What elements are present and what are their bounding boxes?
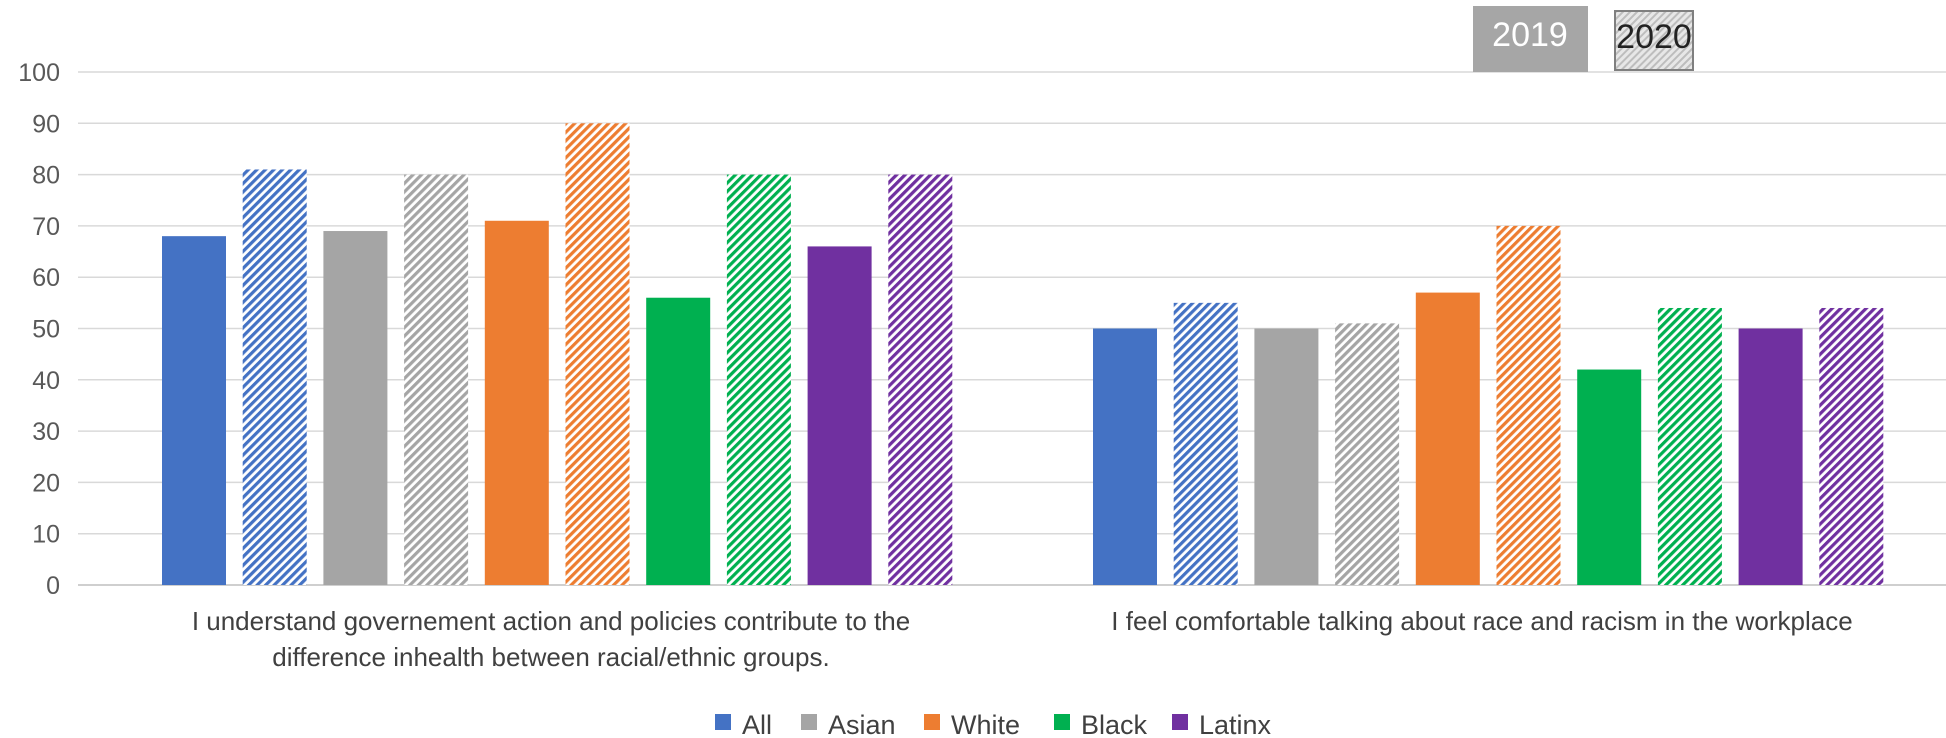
bar-all-2019 — [1093, 328, 1157, 585]
legend-label-all: All — [742, 710, 772, 738]
bar-asian-2020 — [404, 174, 469, 585]
legend-label-white: White — [951, 710, 1020, 738]
y-tick-label: 90 — [32, 110, 60, 138]
legend-label-asian: Asian — [828, 710, 896, 738]
legend: All Asian White Black Latinx — [715, 710, 1272, 738]
badge-2019 — [1473, 6, 1588, 72]
legend-label-latinx: Latinx — [1199, 710, 1272, 738]
y-tick-label: 50 — [32, 316, 60, 344]
y-axis-ticks: 0 10 20 30 40 50 60 70 80 90 100 — [18, 59, 60, 600]
bar-asian-2020 — [1335, 323, 1400, 585]
y-tick-label: 70 — [32, 213, 60, 241]
legend-swatch-latinx — [1172, 714, 1188, 730]
gridlines — [78, 71, 1946, 586]
y-tick-label: 10 — [32, 521, 60, 549]
y-tick-label: 80 — [32, 162, 60, 190]
y-tick-label: 20 — [32, 469, 60, 497]
legend-swatch-asian — [801, 714, 817, 730]
year-badges: 2019 2020 — [1473, 6, 1694, 72]
category-labels: I understand governement action and poli… — [192, 606, 1853, 672]
bar-latinx-2020 — [888, 174, 953, 585]
bar-latinx-2020 — [1819, 307, 1884, 585]
y-tick-label: 30 — [32, 418, 60, 446]
category-label: difference inhealth between racial/ethni… — [272, 642, 829, 672]
category-label: I understand governement action and poli… — [192, 606, 910, 636]
bars — [162, 123, 1884, 586]
legend-label-black: Black — [1081, 710, 1148, 738]
bar-all-2019 — [162, 236, 226, 585]
badge-2020-label: 2020 — [1616, 18, 1692, 56]
badge-2019-label: 2019 — [1492, 16, 1568, 54]
legend-swatch-black — [1054, 714, 1070, 730]
bar-black-2020 — [1657, 307, 1722, 585]
bar-white-2019 — [484, 220, 549, 585]
bar-asian-2019 — [323, 231, 388, 585]
bar-latinx-2019 — [1738, 328, 1803, 585]
category-label: I feel comfortable talking about race an… — [1111, 606, 1852, 636]
bar-white-2020 — [1496, 225, 1561, 585]
bar-all-2020 — [1173, 302, 1238, 585]
y-tick-label: 40 — [32, 367, 60, 395]
y-tick-label: 0 — [46, 572, 60, 600]
bar-black-2020 — [726, 174, 791, 585]
bar-black-2019 — [646, 297, 711, 585]
bar-latinx-2019 — [807, 246, 872, 586]
bar-all-2020 — [242, 169, 307, 585]
y-tick-label: 100 — [18, 59, 60, 87]
bar-white-2020 — [565, 123, 630, 586]
legend-swatch-white — [924, 714, 940, 730]
bar-asian-2019 — [1254, 328, 1319, 585]
y-tick-label: 60 — [32, 264, 60, 292]
legend-swatch-all — [715, 714, 731, 730]
badge-2020 — [1614, 10, 1694, 71]
bar-black-2019 — [1577, 369, 1642, 585]
bar-white-2019 — [1415, 292, 1480, 585]
